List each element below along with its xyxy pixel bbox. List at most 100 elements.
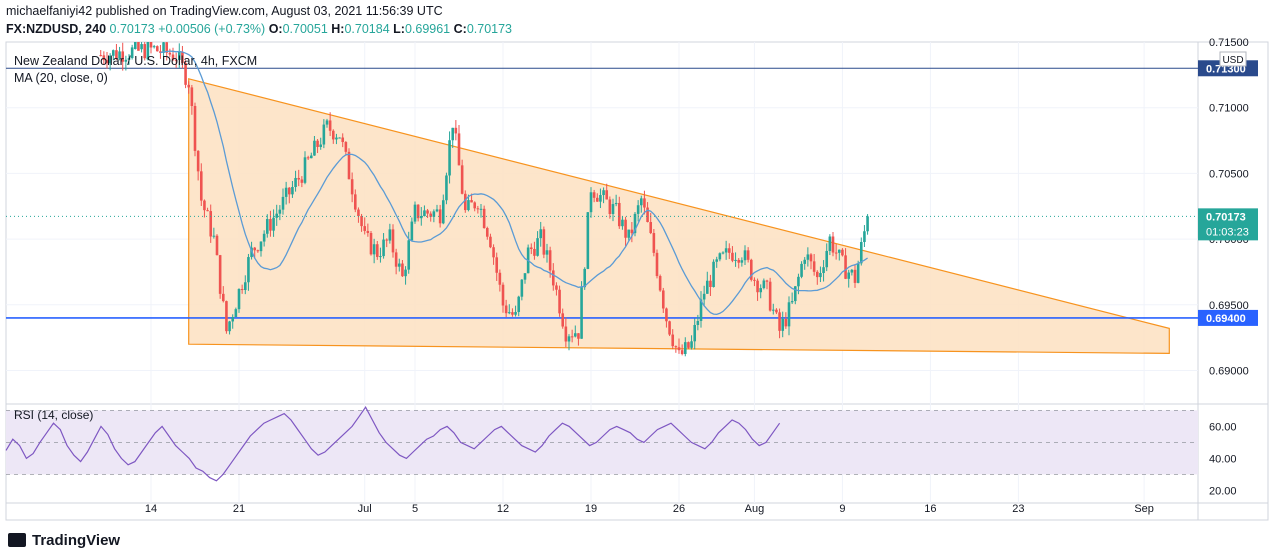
candle-body (174, 59, 178, 61)
horizontal-lines[interactable] (6, 67, 1198, 319)
candle-body (548, 250, 552, 271)
candle-body (379, 256, 382, 258)
candle-body (413, 204, 417, 222)
candle-body (243, 282, 247, 290)
candle-body (137, 42, 140, 51)
rsi-legend: RSI (14, close) (14, 408, 93, 422)
candle-body (778, 312, 781, 331)
candle-body (199, 171, 203, 201)
candle-body (630, 229, 634, 234)
x-tick-label: 23 (1012, 503, 1024, 515)
candle-body (866, 216, 869, 232)
candle-body (507, 312, 511, 314)
candle-body (586, 212, 590, 269)
candle-body (121, 51, 125, 62)
candle-body (124, 59, 128, 62)
candle-body (115, 50, 118, 59)
candle-body (775, 309, 778, 313)
open-value: 0.70051 (282, 22, 328, 36)
candle-body (511, 312, 514, 315)
moving-average-line (160, 50, 868, 316)
candle-body (108, 55, 112, 64)
candle-body (768, 281, 772, 311)
candle-body (655, 252, 659, 277)
candle-body (344, 142, 348, 152)
candle-body (385, 239, 389, 241)
candle-body (127, 57, 131, 60)
candle-body (567, 336, 571, 342)
candle-body (542, 229, 546, 255)
candle-body (658, 276, 662, 291)
candle-body (665, 308, 668, 322)
candle-body (218, 255, 222, 294)
tradingview-logo[interactable]: TradingView (8, 532, 120, 549)
candle-body (184, 63, 187, 85)
y-tick-label: 0.71000 (1209, 103, 1249, 115)
candle-body (162, 42, 165, 53)
publish-info: michaelfaniyi42 published on TradingView… (6, 4, 443, 18)
candle-body (762, 280, 766, 289)
candle-body (457, 133, 461, 166)
candle-body (822, 267, 825, 274)
candle-body (756, 280, 759, 293)
candle-body (190, 87, 194, 106)
currency-label: USD (1222, 55, 1243, 66)
candle-body (253, 247, 257, 251)
candle-body (749, 259, 753, 280)
candle-body (448, 140, 451, 176)
rsi-y-tick-label: 20.00 (1209, 485, 1237, 497)
candle-body (595, 197, 599, 202)
candle-body (561, 313, 565, 327)
candle-body (545, 250, 549, 255)
candle-body (309, 155, 313, 159)
candle-body (806, 254, 810, 260)
candle-body (215, 235, 219, 256)
ma-20-line (160, 50, 868, 316)
candle-body (514, 312, 517, 315)
candle-body (737, 259, 741, 263)
candle-body (234, 309, 238, 318)
candle-body (256, 250, 260, 252)
candle-body (677, 347, 681, 351)
candle-body (193, 105, 197, 151)
candle-body (394, 252, 398, 267)
candle-body (259, 241, 263, 252)
x-tick-label: 5 (412, 503, 418, 515)
candle-body (479, 208, 483, 210)
candle-body (467, 200, 470, 211)
candle-body (863, 231, 866, 243)
candle-body (209, 211, 213, 237)
candle-body (397, 263, 401, 267)
candle-body (520, 279, 524, 297)
candle-body (297, 177, 301, 180)
candle-body (306, 157, 310, 159)
candle-body (441, 200, 445, 224)
candle-body (828, 236, 832, 251)
last-price-tag: 0.70173 (1206, 211, 1246, 223)
candle-body (401, 263, 404, 277)
candle-body (690, 341, 693, 348)
candle-body (133, 42, 137, 50)
candle-body (291, 187, 294, 195)
candle-body (140, 44, 143, 50)
candle-body (407, 240, 411, 270)
candle-body (671, 334, 675, 347)
candle-body (718, 253, 722, 260)
candle-body (294, 177, 297, 188)
candle-body (322, 124, 326, 145)
candle-body (702, 293, 706, 300)
countdown-tag: 01:03:23 (1206, 226, 1249, 238)
candle-body (614, 202, 618, 205)
candle-body (602, 190, 605, 196)
symbol-info: FX:NZDUSD, 240 0.70173 +0.00506 (+0.73%)… (6, 22, 512, 36)
currency-box (1219, 51, 1247, 67)
candle-body (790, 301, 794, 303)
candle-body (228, 321, 231, 332)
rsi-pane: RSI (14, close) (5, 406, 1198, 482)
x-tick-label: Sep (1134, 503, 1154, 515)
candle-body (165, 42, 169, 53)
candle-body (143, 44, 147, 59)
candle-body (372, 244, 376, 255)
